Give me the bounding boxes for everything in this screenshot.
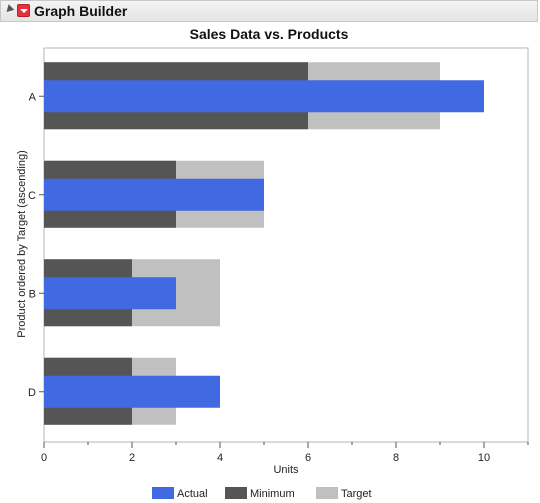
x-tick-label: 8 <box>393 452 399 464</box>
legend-swatch-minimum <box>225 487 247 499</box>
red-triangle-menu-icon[interactable] <box>17 4 30 17</box>
x-tick-label: 6 <box>305 452 311 464</box>
chart-title: Sales Data vs. Products <box>190 26 349 42</box>
graph-builder-header: Graph Builder <box>0 0 538 22</box>
collapse-triangle-icon[interactable] <box>3 4 15 15</box>
bar-actual-d[interactable] <box>44 375 220 408</box>
y-axis: A C B D <box>28 91 44 399</box>
legend-label-actual: Actual <box>177 488 208 500</box>
bar-actual-a[interactable] <box>44 80 484 113</box>
x-tick-label: 0 <box>41 452 47 464</box>
bars-group <box>44 62 484 425</box>
legend-label-target: Target <box>341 488 372 500</box>
bar-chart: Sales Data vs. Products 0 2 4 6 8 10 A C B D Uni… <box>16 26 529 500</box>
y-tick-label-d: D <box>28 387 36 399</box>
x-axis-label: Units <box>273 464 299 476</box>
x-tick-label: 10 <box>478 452 490 464</box>
x-tick-label: 2 <box>129 452 135 464</box>
header-title: Graph Builder <box>34 3 128 19</box>
y-tick-label-b: B <box>29 288 36 300</box>
y-tick-label-a: A <box>29 91 37 103</box>
bar-actual-b[interactable] <box>44 277 176 310</box>
legend-label-minimum: Minimum <box>250 488 295 500</box>
y-axis-label: Product ordered by Target (ascending) <box>16 150 28 338</box>
legend: Actual Minimum Target <box>152 487 372 500</box>
legend-swatch-actual <box>152 487 174 499</box>
y-tick-label-c: C <box>28 190 36 202</box>
x-axis: 0 2 4 6 8 10 <box>41 442 529 464</box>
bar-actual-c[interactable] <box>44 178 264 211</box>
x-tick-label: 4 <box>217 452 223 464</box>
legend-swatch-target <box>316 487 338 499</box>
